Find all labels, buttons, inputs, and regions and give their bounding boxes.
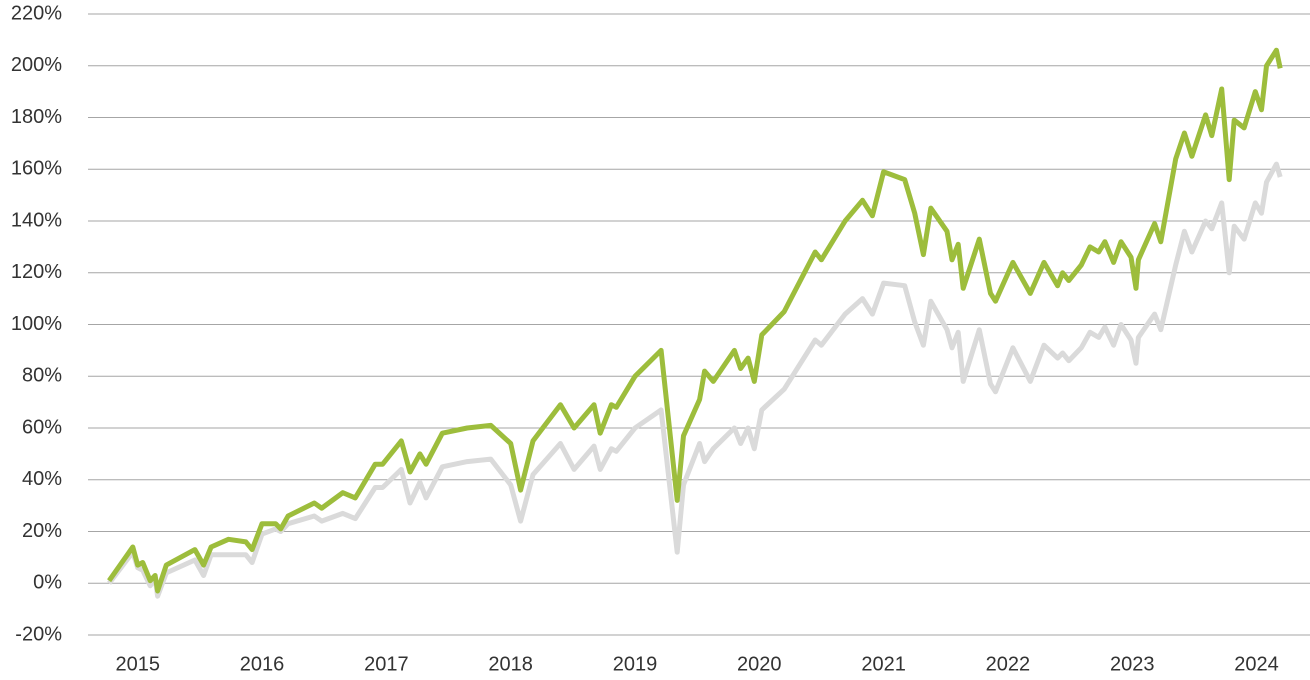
y-tick-label: 200% xyxy=(11,54,62,76)
series-line xyxy=(107,161,1283,599)
y-tick-label: 20% xyxy=(22,520,62,542)
y-tick-label: 80% xyxy=(22,365,62,387)
y-tick-label: 140% xyxy=(11,209,62,231)
x-tick-label: 2017 xyxy=(364,653,409,675)
x-tick-label: 2016 xyxy=(240,653,285,675)
y-tick-label: 160% xyxy=(11,158,62,180)
x-tick-label: 2024 xyxy=(1234,653,1279,675)
y-tick-label: 0% xyxy=(33,572,62,594)
y-tick-label: 100% xyxy=(11,313,62,335)
series-line xyxy=(107,47,1283,594)
x-tick-label: 2021 xyxy=(861,653,906,675)
x-tick-label: 2023 xyxy=(1110,653,1155,675)
x-tick-label: 2015 xyxy=(115,653,160,675)
y-tick-label: 180% xyxy=(11,106,62,128)
y-tick-label: -20% xyxy=(15,623,62,645)
y-tick-label: 60% xyxy=(22,416,62,438)
y-tick-label: 220% xyxy=(11,2,62,24)
x-tick-label: 2018 xyxy=(488,653,533,675)
x-tick-label: 2019 xyxy=(613,653,658,675)
x-tick-label: 2022 xyxy=(986,653,1031,675)
x-tick-label: 2020 xyxy=(737,653,782,675)
y-tick-label: 120% xyxy=(11,261,62,283)
y-tick-label: 40% xyxy=(22,468,62,490)
